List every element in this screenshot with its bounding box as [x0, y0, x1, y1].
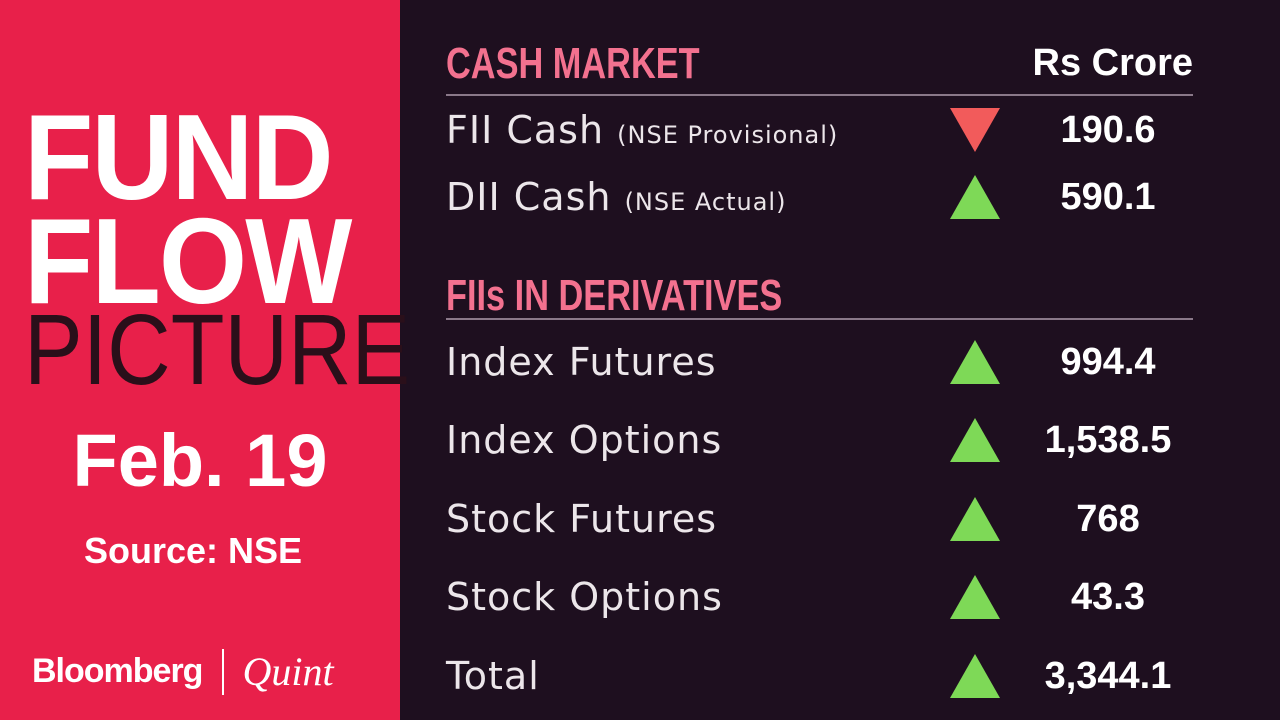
up-triangle-icon — [950, 418, 1000, 462]
divider — [446, 94, 1193, 96]
up-triangle-icon — [950, 175, 1000, 219]
up-triangle-icon — [950, 340, 1000, 384]
table-row: Stock Futures 768 — [446, 489, 1193, 549]
row-value: 1,538.5 — [1044, 419, 1172, 461]
row-sublabel: (NSE Actual) — [624, 188, 787, 216]
row-value: 994.4 — [1060, 341, 1156, 383]
row-value: 3,344.1 — [1044, 655, 1172, 697]
unit-label: Rs Crore — [1032, 42, 1194, 84]
row-label: Stock Options — [446, 575, 723, 619]
row-value: 43.3 — [1071, 576, 1145, 618]
row-label: FII Cash — [446, 108, 605, 152]
row-label: Total — [446, 654, 540, 698]
table-row: FII Cash (NSE Provisional) 190.6 — [446, 100, 1193, 160]
bloombergquint-logo: Bloomberg Quint — [32, 648, 334, 695]
logo-divider — [222, 648, 225, 695]
cash-market-heading: CASH MARKET — [446, 39, 700, 88]
divider — [446, 318, 1193, 320]
table-row-total: Total 3,344.1 — [446, 646, 1193, 706]
table-row: DII Cash (NSE Actual) 590.1 — [446, 167, 1193, 227]
row-label: Stock Futures — [446, 497, 718, 541]
title-fund: FUND — [24, 89, 334, 225]
derivatives-heading: FIIs IN DERIVATIVES — [446, 271, 783, 320]
title-picture: PICTURE — [24, 294, 411, 406]
row-value: 190.6 — [1060, 109, 1156, 151]
logo-bloomberg: Bloomberg — [32, 652, 203, 690]
up-triangle-icon — [950, 654, 1000, 698]
row-sublabel: (NSE Provisional) — [617, 121, 839, 149]
date: Feb. 19 — [72, 419, 328, 502]
table-row: Index Futures 994.4 — [446, 332, 1193, 392]
down-triangle-icon — [950, 108, 1000, 152]
row-label: DII Cash — [446, 175, 612, 219]
up-triangle-icon — [950, 575, 1000, 619]
row-label: Index Futures — [446, 340, 717, 384]
logo-quint: Quint — [242, 649, 334, 694]
source: Source: NSE — [83, 530, 303, 571]
up-triangle-icon — [950, 497, 1000, 541]
table-row: Index Options 1,538.5 — [446, 410, 1193, 470]
row-label: Index Options — [446, 418, 723, 462]
row-value: 590.1 — [1060, 176, 1156, 218]
table-row: Stock Options 43.3 — [446, 567, 1193, 627]
row-value: 768 — [1076, 498, 1140, 540]
title-flow: FLOW — [24, 193, 352, 329]
title-panel: FUND FLOW PICTURE Feb. 19 Source: NSE Bl… — [0, 0, 410, 720]
